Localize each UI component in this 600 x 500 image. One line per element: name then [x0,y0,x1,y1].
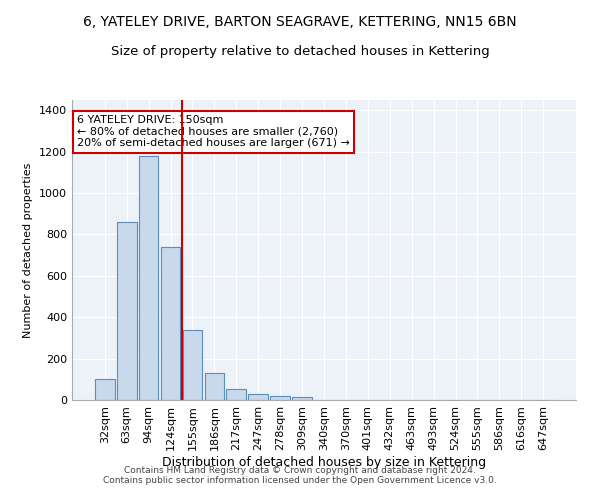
Bar [161,247,181,400]
Bar [139,156,158,400]
Text: 6 YATELEY DRIVE: 150sqm
← 80% of detached houses are smaller (2,760)
20% of semi: 6 YATELEY DRIVE: 150sqm ← 80% of detache… [77,115,350,148]
Bar [292,397,312,400]
Bar [205,373,224,400]
Y-axis label: Number of detached properties: Number of detached properties [23,162,34,338]
Text: Contains HM Land Registry data © Crown copyright and database right 2024.
Contai: Contains HM Land Registry data © Crown c… [103,466,497,485]
Bar [270,396,290,400]
Bar [182,330,202,400]
Bar [226,388,246,400]
Text: 6, YATELEY DRIVE, BARTON SEAGRAVE, KETTERING, NN15 6BN: 6, YATELEY DRIVE, BARTON SEAGRAVE, KETTE… [83,15,517,29]
Bar [248,394,268,400]
X-axis label: Distribution of detached houses by size in Kettering: Distribution of detached houses by size … [162,456,486,468]
Bar [117,222,137,400]
Bar [95,380,115,400]
Text: Size of property relative to detached houses in Kettering: Size of property relative to detached ho… [110,45,490,58]
